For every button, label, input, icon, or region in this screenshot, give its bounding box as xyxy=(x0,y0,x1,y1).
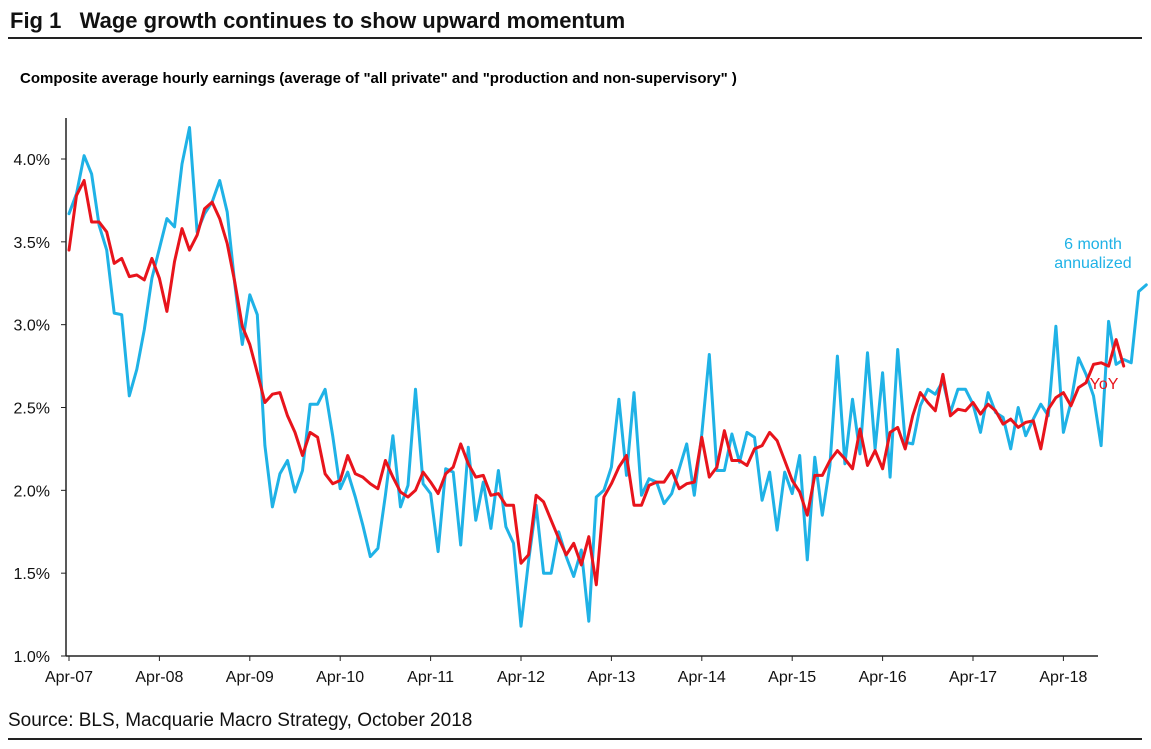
figure-title: Fig 1 Wage growth continues to show upwa… xyxy=(10,8,626,33)
y-tick-label: 4.0% xyxy=(14,152,50,169)
series-line-six-month-annualized xyxy=(67,126,1148,628)
x-tick-label: Apr-16 xyxy=(859,669,907,686)
y-axis-ticks: 1.0% 1.5% 2.0% 2.5% 3.0% 3.5% 4.0% xyxy=(14,152,66,666)
series-label-six-month-line2: annualized xyxy=(1054,255,1131,272)
x-tick-label: Apr-17 xyxy=(949,669,997,686)
footer-divider xyxy=(8,738,1142,740)
series-line-yoy xyxy=(67,179,1126,587)
chart-lines xyxy=(67,126,1148,628)
series-label-yoy: YoY xyxy=(1090,376,1119,393)
x-tick-label: Apr-11 xyxy=(407,669,454,686)
figure-source: Source: BLS, Macquarie Macro Strategy, O… xyxy=(8,710,473,731)
y-tick-label: 3.0% xyxy=(14,318,50,335)
figure-header: Fig 1 Wage growth continues to show upwa… xyxy=(8,4,1142,39)
x-axis-ticks: Apr-07 Apr-08 Apr-09 Apr-10 Apr-11 Apr-12 Apr-… xyxy=(45,656,1088,686)
chart-axes xyxy=(65,118,1098,657)
y-tick-label: 2.5% xyxy=(14,401,50,418)
series-labels: 6 month annualized YoY xyxy=(1054,236,1131,393)
x-tick-label: Apr-13 xyxy=(587,669,635,686)
x-tick-label: Apr-15 xyxy=(768,669,816,686)
x-tick-label: Apr-07 xyxy=(45,669,93,686)
x-tick-label: Apr-14 xyxy=(678,669,726,686)
series-label-six-month-line1: 6 month xyxy=(1064,236,1122,253)
x-tick-label: Apr-09 xyxy=(226,669,274,686)
x-tick-label: Apr-12 xyxy=(497,669,545,686)
y-tick-label: 1.5% xyxy=(14,566,50,583)
x-tick-label: Apr-10 xyxy=(316,669,364,686)
x-tick-label: Apr-08 xyxy=(135,669,183,686)
chart-title: Composite average hourly earnings (avera… xyxy=(20,70,737,87)
x-tick-label: Apr-18 xyxy=(1039,669,1087,686)
y-tick-label: 3.5% xyxy=(14,235,50,252)
y-tick-label: 1.0% xyxy=(14,649,50,666)
y-tick-label: 2.0% xyxy=(14,483,50,500)
